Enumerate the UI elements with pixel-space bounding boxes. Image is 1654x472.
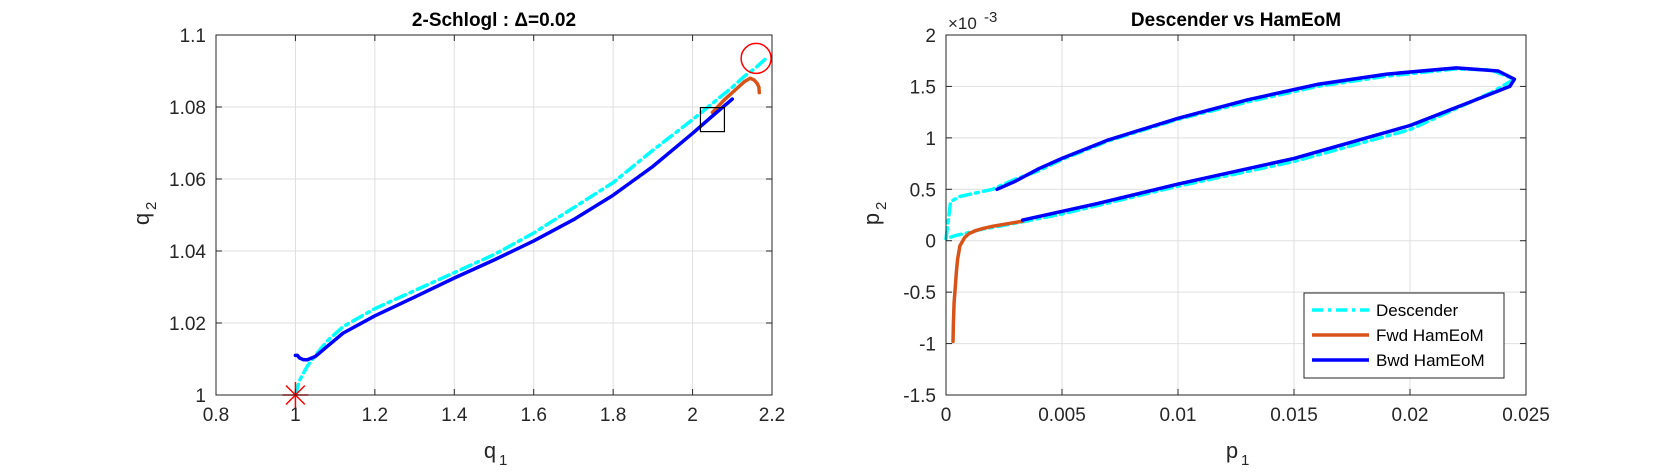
y-tick-label: 1.06 bbox=[169, 170, 206, 191]
y-tick-label: 0 bbox=[925, 232, 936, 253]
chart-title: 2-Schlogl : Δ=0.02 bbox=[412, 10, 576, 31]
x-tick-label: 1 bbox=[290, 405, 301, 426]
x-tick-label: 1.4 bbox=[441, 405, 468, 426]
x-tick-label: 1.8 bbox=[600, 405, 626, 426]
y-axis-label-subscript: 2 bbox=[143, 202, 160, 210]
circle-marker bbox=[740, 42, 772, 75]
legend-label: Bwd HamEoM bbox=[1376, 351, 1485, 370]
legend: Descender Fwd HamEoM Bwd HamEoM bbox=[1303, 292, 1505, 379]
x-axis-label-subscript: 1 bbox=[1241, 452, 1249, 469]
series-line-fwd-hameom bbox=[951, 219, 1025, 344]
y-tick-label: 1 bbox=[195, 386, 206, 407]
y-tick-label: 1 bbox=[925, 129, 936, 150]
y-tick-label: 1.02 bbox=[169, 314, 206, 335]
y-axis-label: p bbox=[859, 213, 884, 225]
y-tick-label: -1 bbox=[919, 335, 936, 356]
series-line-2 bbox=[293, 97, 735, 362]
x-axis-label: p bbox=[1226, 438, 1238, 463]
x-axis-label-subscript: 1 bbox=[499, 452, 507, 469]
x-tick-label: 0.025 bbox=[1502, 405, 1550, 426]
y-axis-label-subscript: 2 bbox=[873, 202, 890, 210]
legend-label: Fwd HamEoM bbox=[1376, 326, 1484, 345]
plot-right: 0 0.005 0.01 0.015 0.02 0.025 -1.5 -1 -0.5 0 0.5 1 1… bbox=[859, 9, 1550, 469]
chart-title: Descender vs HamEoM bbox=[1131, 10, 1341, 31]
legend-label: Descender bbox=[1376, 301, 1459, 320]
x-tick-label: 0.01 bbox=[1160, 405, 1197, 426]
y-axis-label-group: p2 bbox=[859, 202, 890, 225]
y-axis-multiplier-exponent: -3 bbox=[984, 9, 997, 26]
series-line-bwd-hameom bbox=[995, 66, 1517, 222]
plot-left: 0.8 1 1.2 1.4 1.6 1.8 2 2.211.021.041.061.081.1… bbox=[129, 10, 785, 469]
y-tick-label: 1.04 bbox=[169, 242, 206, 263]
axes-box bbox=[945, 34, 1527, 396]
x-tick-label: 1.6 bbox=[521, 405, 547, 426]
x-tick-label: 0.02 bbox=[1392, 405, 1429, 426]
y-axis-label: q bbox=[129, 213, 154, 225]
x-tick-label: 0.8 bbox=[203, 405, 229, 426]
series-line-1 bbox=[710, 76, 762, 115]
y-tick-label: 1.1 bbox=[180, 26, 206, 47]
y-axis-label-group: q2 bbox=[129, 202, 160, 225]
x-tick-label: 2.2 bbox=[759, 405, 785, 426]
x-tick-label: 0.015 bbox=[1270, 405, 1318, 426]
y-tick-label: 0.5 bbox=[910, 180, 936, 201]
x-tick-label: 0.005 bbox=[1038, 405, 1086, 426]
y-tick-label: -0.5 bbox=[903, 283, 936, 304]
x-tick-label: 1.2 bbox=[362, 405, 388, 426]
axes-box bbox=[215, 34, 773, 396]
plot-area bbox=[216, 35, 772, 395]
square-marker bbox=[699, 106, 726, 133]
y-axis-multiplier: ×10 bbox=[948, 14, 977, 33]
x-tick-label: 2 bbox=[687, 405, 698, 426]
y-tick-label: 2 bbox=[925, 26, 936, 47]
y-tick-label: 1.08 bbox=[169, 98, 206, 119]
y-tick-label: -1.5 bbox=[903, 386, 936, 407]
x-tick-label: 0 bbox=[941, 405, 952, 426]
y-tick-label: 1.5 bbox=[910, 77, 936, 98]
x-axis-label: q bbox=[484, 438, 496, 463]
